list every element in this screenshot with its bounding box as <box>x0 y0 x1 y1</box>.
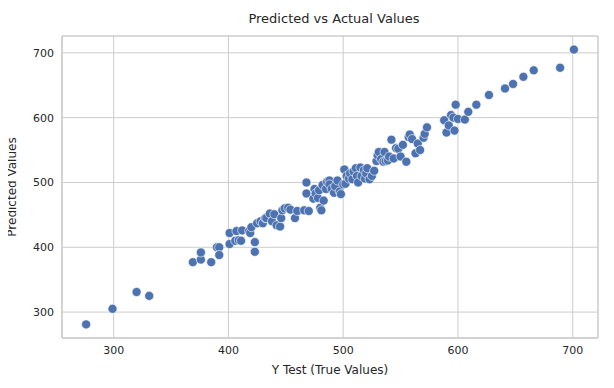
svg-text:300: 300 <box>103 344 124 357</box>
svg-text:600: 600 <box>447 344 468 357</box>
svg-text:Y Test (True Values): Y Test (True Values) <box>271 363 388 377</box>
svg-text:500: 500 <box>33 176 54 189</box>
svg-text:700: 700 <box>33 47 54 60</box>
svg-text:600: 600 <box>33 112 54 125</box>
svg-text:700: 700 <box>562 344 583 357</box>
svg-text:400: 400 <box>33 241 54 254</box>
svg-text:Predicted Values: Predicted Values <box>8 137 19 236</box>
svg-text:300: 300 <box>33 306 54 319</box>
html-text:Predicted vs Actual Values: Predicted vs Actual Values <box>248 11 420 26</box>
svg-text:400: 400 <box>218 344 239 357</box>
svg-text:500: 500 <box>333 344 354 357</box>
